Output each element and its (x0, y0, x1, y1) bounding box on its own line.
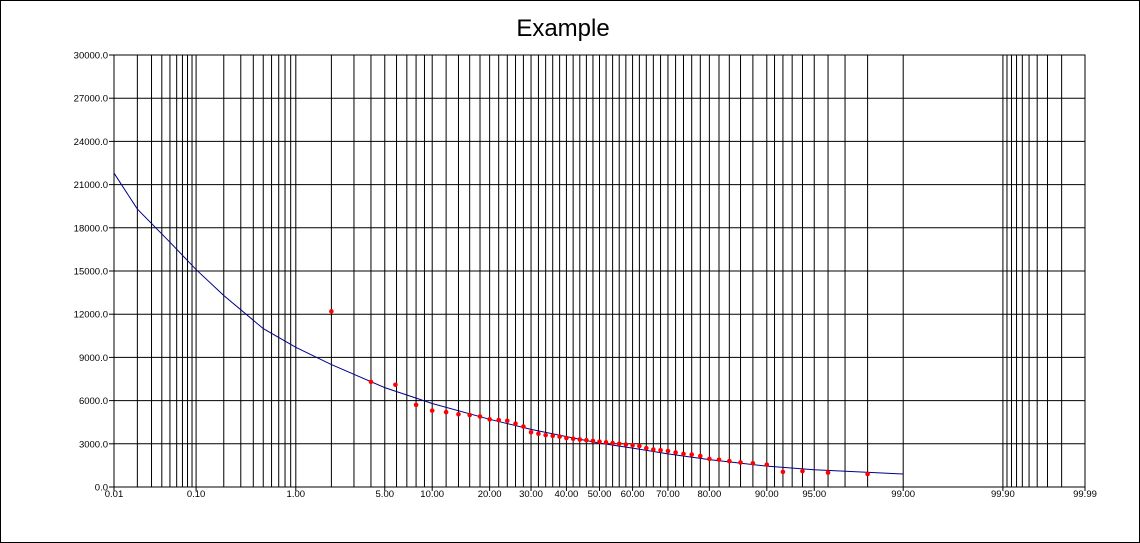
data-point (590, 438, 596, 444)
data-point (707, 456, 712, 462)
x-tick-label: 90.00 (755, 489, 779, 500)
x-tick-label: 80.00 (697, 489, 721, 500)
x-tick-label: 40.00 (555, 489, 579, 500)
x-tick-label: 30.00 (519, 489, 543, 500)
data-point (368, 379, 374, 385)
data-point (504, 418, 510, 424)
data-point (413, 402, 419, 408)
data-point (543, 432, 548, 438)
data-point (536, 431, 541, 437)
data-point (643, 445, 649, 451)
y-tick-label: 18000.0 (74, 223, 108, 234)
data-point (564, 435, 569, 441)
data-point (673, 450, 678, 455)
data-point (570, 436, 576, 442)
y-tick-label: 27000.0 (74, 94, 108, 105)
data-point (716, 457, 722, 462)
data-point (698, 453, 703, 459)
data-point (487, 417, 492, 422)
x-tick-label: 99.90 (991, 489, 1015, 500)
data-point (865, 471, 870, 477)
data-point (750, 460, 756, 466)
x-tick-label: 1.00 (287, 489, 306, 500)
data-point (665, 448, 671, 454)
x-tick-label: 5.00 (376, 489, 395, 500)
data-point (393, 382, 398, 388)
y-tick-label: 6000.0 (79, 396, 108, 407)
data-point (825, 470, 831, 475)
data-point (521, 424, 526, 429)
x-tick-label: 50.00 (588, 489, 612, 500)
data-point (496, 417, 501, 423)
data-point (658, 447, 663, 453)
data-point (467, 412, 472, 418)
x-tick-label: 0.01 (105, 489, 124, 500)
y-tick-label: 0.0 (95, 483, 108, 494)
y-tick-label: 12000.0 (74, 310, 108, 321)
data-point (550, 433, 556, 439)
data-point (623, 442, 629, 447)
data-point (689, 452, 695, 457)
y-tick-label: 3000.0 (79, 439, 108, 450)
data-point (780, 469, 786, 475)
data-point (800, 468, 805, 474)
data-point (584, 437, 589, 443)
data-point (456, 411, 461, 417)
data-point (603, 440, 609, 445)
data-point (329, 309, 334, 314)
data-point (429, 408, 435, 413)
data-point (513, 421, 518, 426)
data-point (557, 434, 562, 439)
y-tick-label: 15000.0 (74, 267, 108, 278)
data-point (651, 447, 656, 452)
y-tick-label: 30000.0 (74, 51, 108, 62)
data-point (637, 443, 642, 449)
x-tick-label: 99.99 (1073, 489, 1097, 500)
data-point (764, 462, 770, 467)
data-point (528, 429, 534, 435)
y-tick-label: 21000.0 (74, 180, 108, 191)
data-point (738, 460, 743, 465)
data-point (477, 414, 483, 419)
chart-title: Example (516, 15, 610, 42)
data-point (577, 437, 583, 442)
x-tick-label: 60.00 (621, 489, 645, 500)
x-tick-label: 70.00 (656, 489, 680, 500)
fit-line (113, 172, 904, 475)
data-point (616, 441, 622, 447)
data-point (597, 439, 602, 444)
y-tick-label: 24000.0 (74, 137, 108, 148)
x-tick-label: 10.00 (420, 489, 444, 500)
y-tick-label: 9000.0 (79, 353, 108, 364)
data-point (610, 440, 615, 446)
data-point (630, 442, 635, 448)
data-point (727, 458, 732, 464)
x-tick-label: 0.10 (187, 489, 206, 500)
x-tick-label: 95.00 (802, 489, 826, 500)
data-point (681, 451, 686, 457)
data-point (443, 409, 449, 415)
x-tick-label: 20.00 (478, 489, 502, 500)
x-tick-label: 99.00 (891, 489, 915, 500)
